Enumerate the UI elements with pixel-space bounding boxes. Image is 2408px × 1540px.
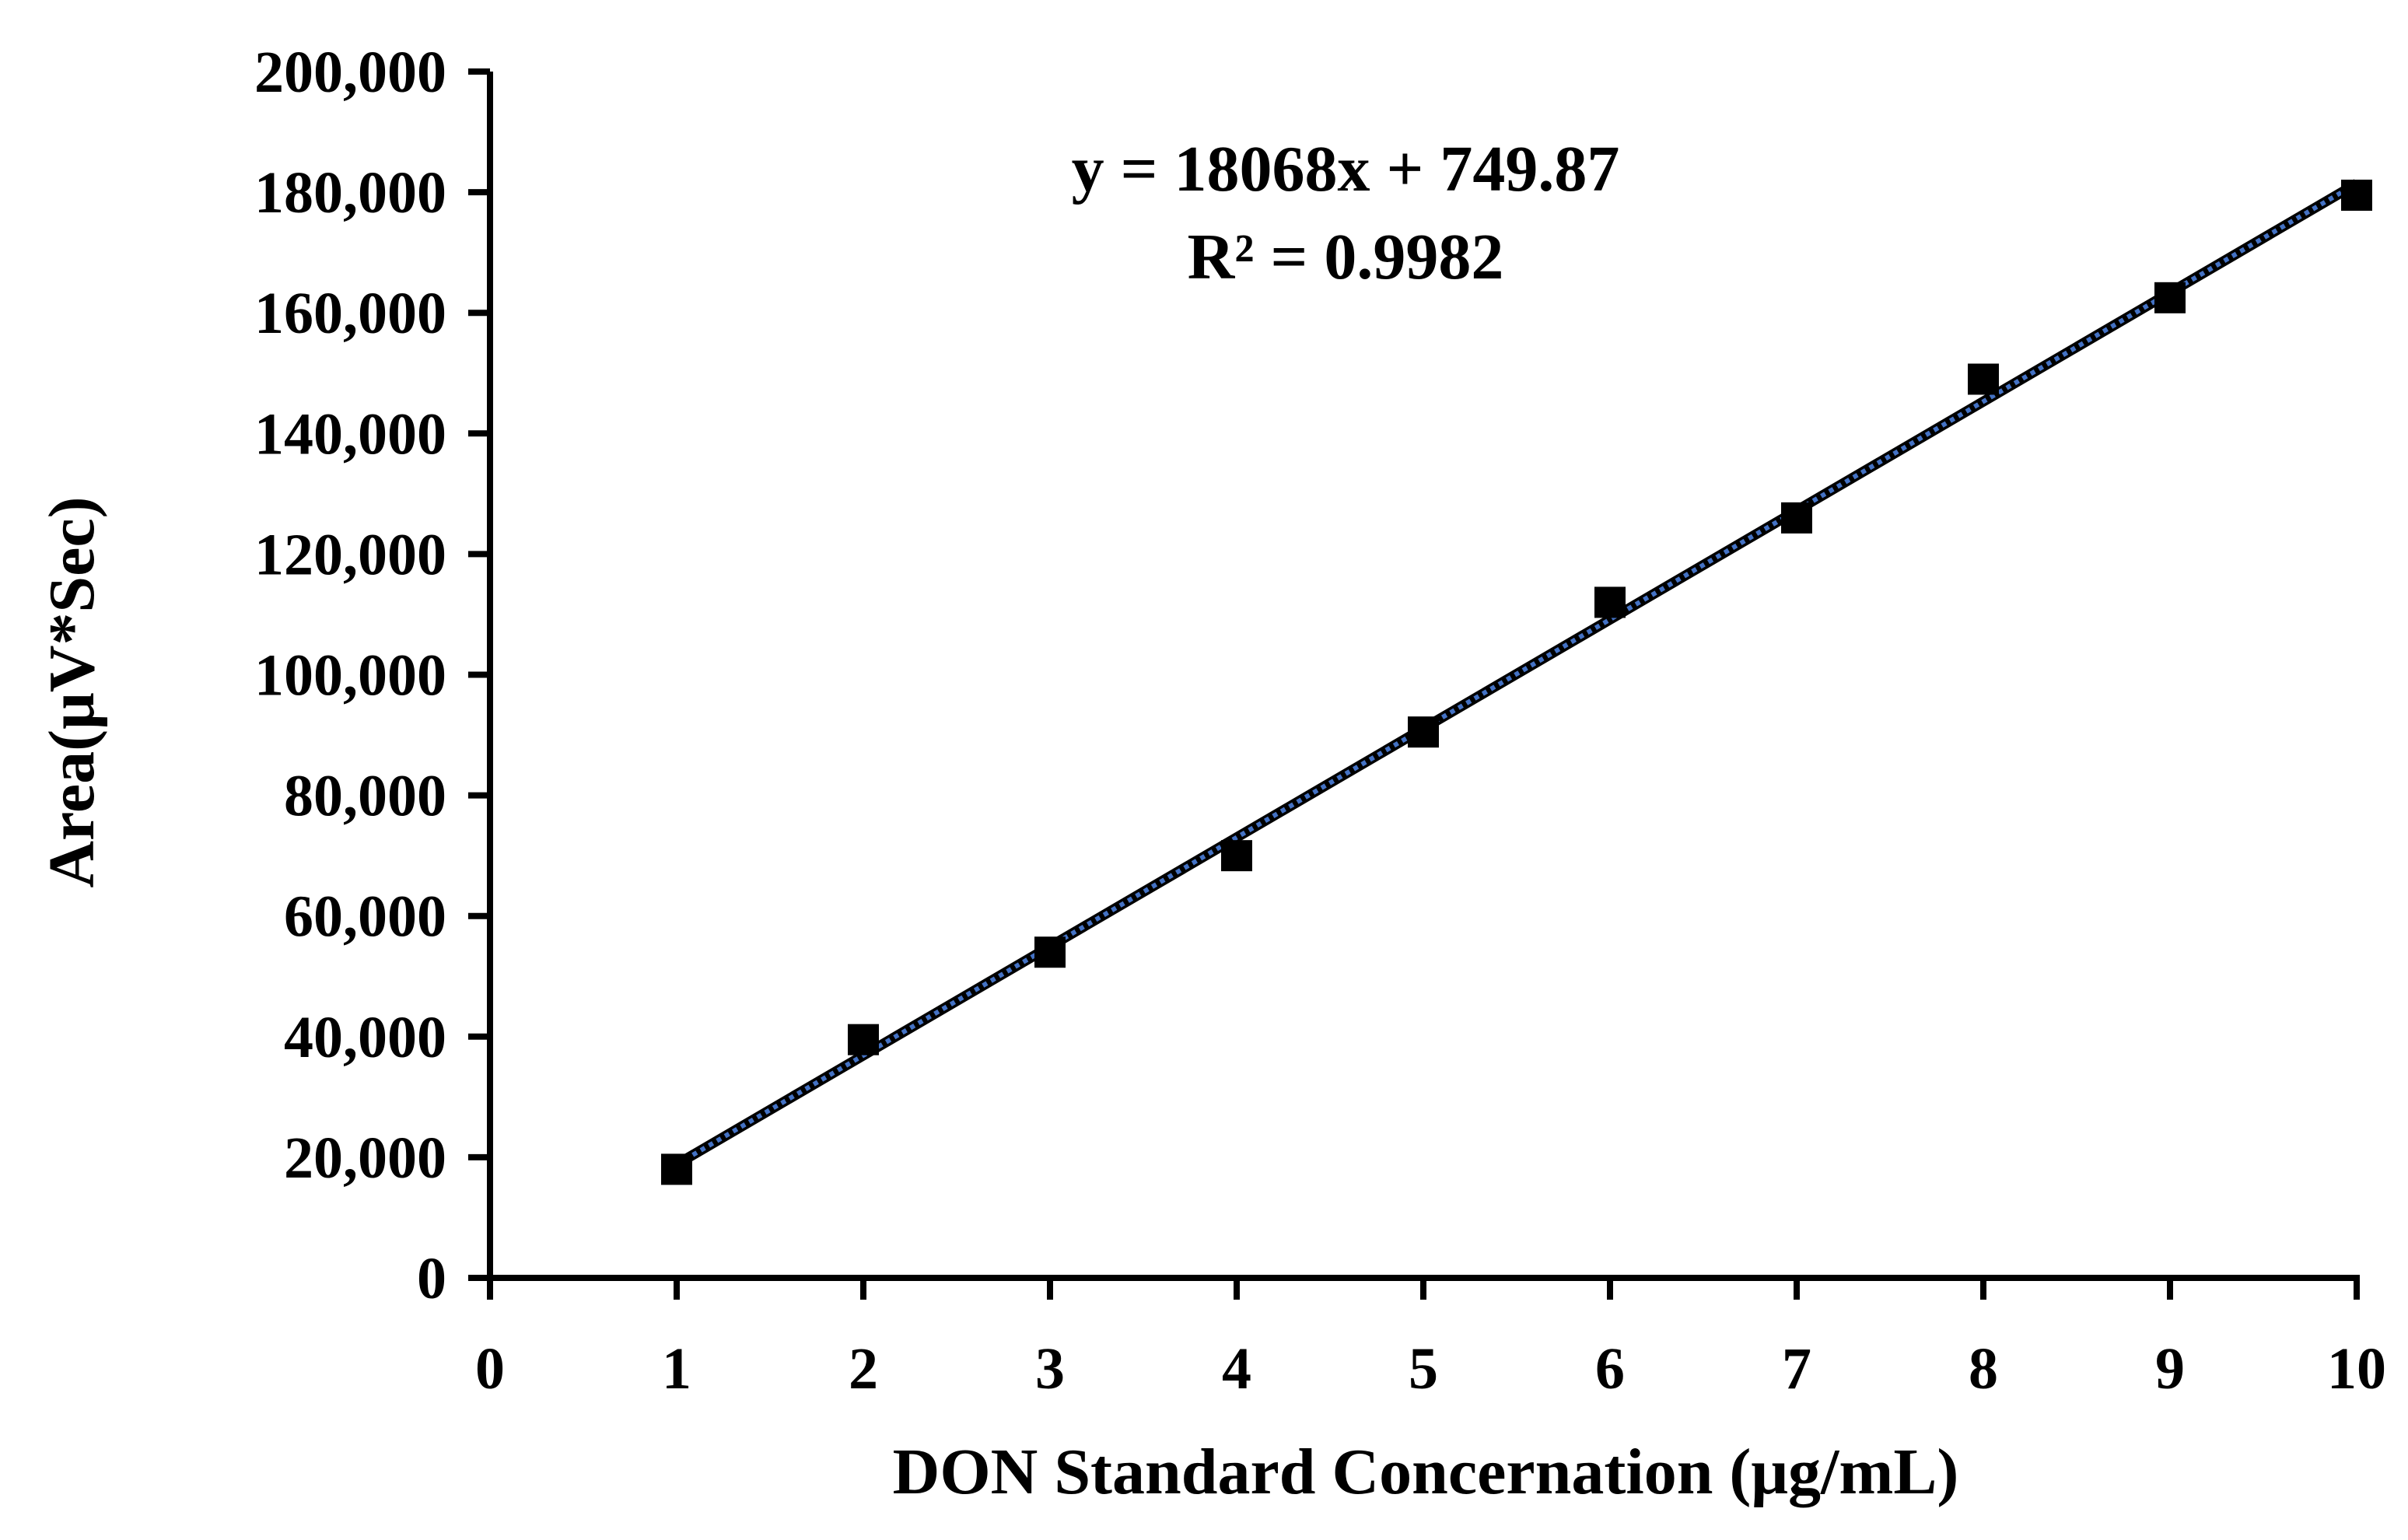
data-point [1594, 586, 1626, 618]
x-tick-label: 9 [2155, 1336, 2185, 1402]
y-tick-label: 140,000 [254, 401, 446, 467]
y-axis: 0 20,000 40,000 60,000 80,000 100,000 120,000 1… [254, 40, 493, 1311]
x-tick-label: 3 [1035, 1336, 1065, 1402]
y-tick-group: 0 20,000 40,000 60,000 80,000 100,000 120,000 1… [254, 40, 490, 1311]
y-tick-label: 0 [417, 1246, 446, 1311]
x-tick-label: 1 [662, 1336, 691, 1402]
y-tick-label: 20,000 [284, 1125, 446, 1191]
y-tick-label: 120,000 [254, 522, 446, 587]
trendline-group [674, 179, 2360, 1169]
y-tick-label: 180,000 [254, 160, 446, 226]
trendline-dotted [675, 181, 2358, 1167]
data-point [1221, 840, 1252, 872]
y-axis-title: Area(μV*Sec) [36, 496, 108, 887]
data-point [1968, 363, 1999, 395]
y-tick-label: 60,000 [284, 884, 446, 950]
data-point [1034, 936, 1066, 968]
x-tick-label: 6 [1595, 1336, 1625, 1402]
x-tick-label: 2 [849, 1336, 878, 1402]
x-axis: 0 1 2 3 4 5 6 7 8 9 10 [468, 1275, 2386, 1402]
x-tick-label: 0 [475, 1336, 505, 1402]
x-tick-label: 4 [1222, 1336, 1251, 1402]
y-tick-label: 200,000 [254, 40, 446, 105]
x-tick-label: 10 [2327, 1336, 2386, 1402]
data-point [848, 1024, 879, 1055]
y-tick-label: 160,000 [254, 281, 446, 346]
x-tick-label: 8 [1969, 1336, 1998, 1402]
x-tick-group: 0 1 2 3 4 5 6 7 8 9 10 [475, 1278, 2386, 1402]
x-tick-label: 7 [1782, 1336, 1811, 1402]
data-point [1781, 502, 1812, 534]
data-point [661, 1153, 692, 1185]
y-tick-label: 100,000 [254, 643, 446, 709]
data-point-group [661, 179, 2372, 1185]
x-axis-title: DON Standard Concernation (μg/mL) [893, 1436, 1959, 1508]
x-tick-label: 5 [1409, 1336, 1438, 1402]
y-tick-label: 80,000 [284, 764, 446, 829]
data-point [2341, 179, 2372, 211]
y-tick-label: 40,000 [284, 1005, 446, 1070]
trendline-equation: y = 18068x + 749.87 [1072, 133, 1620, 205]
trendline-r-squared: R² = 0.9982 [1188, 221, 1504, 293]
data-point [2154, 282, 2186, 313]
data-point [1408, 716, 1439, 748]
